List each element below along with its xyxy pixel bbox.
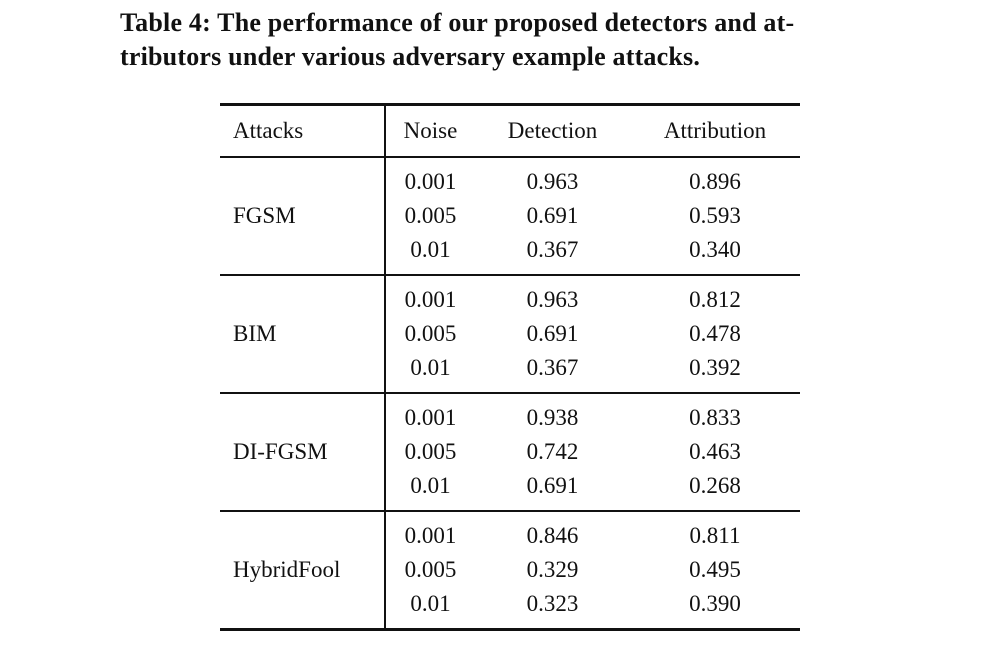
col-header-noise: Noise <box>385 104 475 158</box>
attack-group-bim: BIM 0.001 0.963 0.812 0.005 0.691 0.478 … <box>220 275 800 393</box>
col-header-detection: Detection <box>475 104 630 158</box>
attack-name-cell: HybridFool <box>220 511 386 630</box>
attribution-cell: 0.812 <box>689 287 741 312</box>
attribution-cell: 0.478 <box>689 321 741 346</box>
detection-cell: 0.323 <box>526 591 579 616</box>
detection-cell: 0.963 <box>526 287 579 312</box>
table-row: 0.005 0.691 0.593 <box>220 199 800 233</box>
noise-cell: 0.01 <box>410 237 451 262</box>
table-row: 0.005 0.742 0.463 <box>220 435 800 469</box>
noise-cell: 0.001 <box>404 169 457 194</box>
table-row: DI-FGSM 0.001 0.938 0.833 <box>220 393 800 511</box>
noise-cell: 0.005 <box>404 439 457 464</box>
header-row: Attacks Noise Detection Attribution <box>220 104 800 158</box>
detection-cell: 0.742 <box>526 439 579 464</box>
attribution-cell: 0.593 <box>689 203 741 228</box>
table-row: 0.005 0.691 0.478 <box>220 317 800 351</box>
attack-group-hybridfool: HybridFool 0.001 0.846 0.811 0.005 0.329… <box>220 511 800 630</box>
attack-name-cell: BIM <box>220 275 386 393</box>
attribution-cell: 0.268 <box>689 473 741 498</box>
table-row: 0.005 0.329 0.495 <box>220 553 800 587</box>
noise-cell: 0.005 <box>404 557 457 582</box>
detection-cell: 0.329 <box>526 557 579 582</box>
noise-cell: 0.01 <box>410 355 451 380</box>
detection-cell: 0.367 <box>526 355 579 380</box>
attribution-cell: 0.392 <box>689 355 741 380</box>
table-row: FGSM 0.001 0.963 0.896 <box>220 157 800 275</box>
attribution-cell: 0.811 <box>689 523 741 548</box>
attack-group-di-fgsm: DI-FGSM 0.001 0.938 0.833 0.005 0.742 0.… <box>220 393 800 511</box>
attack-name-cell: DI-FGSM <box>220 393 386 511</box>
table-row: 0.01 0.367 0.340 <box>220 233 800 275</box>
table-caption: Table 4: The performance of our proposed… <box>120 6 910 74</box>
attribution-cell: 0.463 <box>689 439 741 464</box>
caption-line-1: Table 4: The performance of our proposed… <box>120 8 795 37</box>
attribution-cell: 0.390 <box>689 591 741 616</box>
detection-cell: 0.691 <box>526 473 579 498</box>
noise-cell: 0.001 <box>404 405 457 430</box>
attribution-cell: 0.340 <box>689 237 741 262</box>
attack-name-cell: FGSM <box>220 157 386 275</box>
table-header: Attacks Noise Detection Attribution <box>220 104 800 158</box>
attribution-cell: 0.833 <box>689 405 741 430</box>
detection-cell: 0.367 <box>526 237 579 262</box>
detection-cell: 0.963 <box>526 169 579 194</box>
detection-cell: 0.938 <box>526 405 579 430</box>
col-header-attacks: Attacks <box>220 104 386 158</box>
detection-cell: 0.691 <box>526 321 579 346</box>
noise-cell: 0.01 <box>410 473 451 498</box>
noise-cell: 0.005 <box>404 321 457 346</box>
noise-cell: 0.001 <box>404 523 457 548</box>
attribution-cell: 0.495 <box>689 557 741 582</box>
attack-group-fgsm: FGSM 0.001 0.963 0.896 0.005 0.691 0.593… <box>220 157 800 275</box>
caption-line-2: tributors under various adversary exampl… <box>120 42 701 71</box>
results-table: Attacks Noise Detection Attribution FGSM… <box>220 103 800 631</box>
noise-cell: 0.01 <box>410 591 451 616</box>
detection-cell: 0.691 <box>526 203 579 228</box>
detection-cell: 0.846 <box>526 523 579 548</box>
noise-cell: 0.001 <box>404 287 457 312</box>
table-row: 0.01 0.367 0.392 <box>220 351 800 393</box>
table-row: HybridFool 0.001 0.846 0.811 <box>220 511 800 630</box>
attribution-cell: 0.896 <box>689 169 741 194</box>
col-header-attribution: Attribution <box>630 104 800 158</box>
noise-cell: 0.005 <box>404 203 457 228</box>
table-row: 0.01 0.691 0.268 <box>220 469 800 511</box>
table-row: 0.01 0.323 0.390 <box>220 587 800 630</box>
table-row: BIM 0.001 0.963 0.812 <box>220 275 800 393</box>
